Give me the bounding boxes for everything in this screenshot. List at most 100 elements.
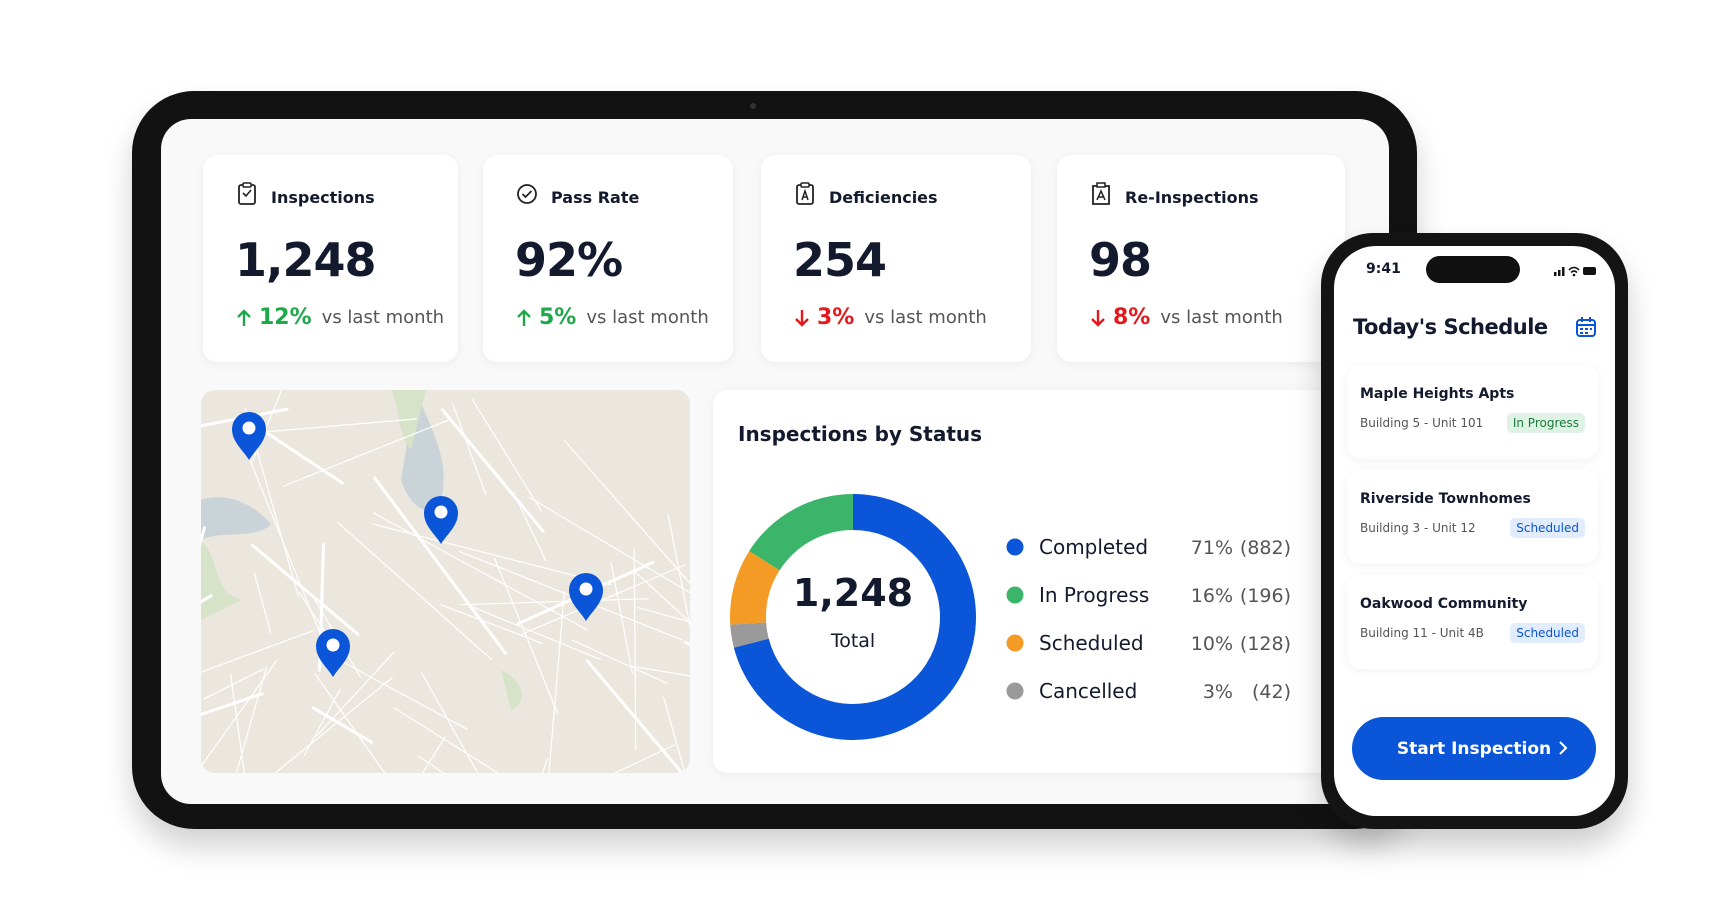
kpi-value: 1,248	[235, 233, 377, 287]
legend-label: Cancelled	[1039, 679, 1137, 703]
schedule-unit: Building 5 - Unit 101	[1360, 416, 1484, 430]
map-road	[253, 572, 272, 634]
schedule-name: Riverside Townhomes	[1360, 491, 1531, 507]
button-chevron	[1559, 741, 1568, 755]
kpi-card: Deficiencies 254 3% vs last month	[761, 155, 1031, 362]
kpi-card: Re-Inspections 98 8% vs last month	[1057, 155, 1345, 362]
map[interactable]	[201, 390, 690, 773]
map-park	[201, 540, 241, 620]
legend-dot	[1006, 682, 1024, 700]
kpi-change: 5%	[539, 305, 577, 330]
map-pin[interactable]	[232, 412, 266, 460]
legend-percent: 3%	[1203, 681, 1233, 703]
map-water	[201, 497, 271, 540]
kpi-label: Deficiencies	[829, 188, 938, 207]
map-road	[393, 707, 500, 773]
schedule-title: Today's Schedule	[1353, 315, 1548, 339]
kpi-icon	[1092, 182, 1110, 205]
donut-chart: Completed 71% (882) In Progress 16% (196) Sche…	[730, 494, 1291, 740]
donut-segment	[730, 551, 780, 625]
kpi-note: vs last month	[586, 307, 709, 328]
schedule-name: Maple Heights Apts	[1360, 386, 1515, 402]
kpi-trend: 12% vs last month	[235, 305, 444, 330]
donut-center-value: 1,248	[793, 571, 913, 615]
map-road	[440, 604, 544, 644]
map-road	[235, 666, 268, 773]
schedule-card[interactable]: Riverside Townhomes Building 3 - Unit 12 S…	[1347, 470, 1598, 564]
status-icons	[1554, 266, 1596, 277]
legend-label: In Progress	[1039, 583, 1149, 607]
status-card: Inspections by Status Completed 71% (882) I…	[713, 390, 1389, 773]
donut-segment	[733, 494, 976, 740]
kpi-trend: 3% vs last month	[793, 305, 987, 330]
dynamic-island	[1426, 256, 1520, 283]
map-canvas	[201, 390, 690, 773]
kpi-icon	[238, 182, 256, 205]
map-road	[460, 598, 649, 606]
schedule-card[interactable]: Oakwood Community Building 11 - Unit 4B Sc…	[1347, 575, 1598, 669]
map-road	[472, 606, 602, 661]
schedule-card[interactable]: Maple Heights Apts Building 5 - Unit 101 I…	[1347, 365, 1598, 459]
map-road	[372, 512, 589, 631]
legend-label: Completed	[1039, 535, 1148, 559]
donut-segment	[730, 622, 769, 648]
donut-center-label: Total	[830, 630, 875, 652]
kpi-card: Inspections 1,248 12% vs last month	[203, 155, 458, 362]
kpi-change: 3%	[817, 305, 855, 330]
legend-percent: 16%	[1191, 585, 1233, 607]
map-road	[315, 652, 395, 737]
kpi-note: vs last month	[1160, 307, 1283, 328]
map-road	[282, 419, 450, 487]
map-road	[314, 672, 386, 773]
map-road	[631, 665, 690, 677]
schedule-unit: Building 3 - Unit 12	[1360, 521, 1476, 535]
map-road	[203, 668, 264, 700]
map-road	[451, 402, 487, 496]
legend-label: Scheduled	[1039, 631, 1144, 655]
map-road	[571, 639, 669, 685]
trend-arrow	[795, 309, 809, 327]
kpi-card: Pass Rate 92% 5% vs last month	[483, 155, 733, 362]
map-road	[421, 672, 479, 773]
status-badge: Scheduled	[1510, 623, 1585, 643]
legend-dot	[1006, 634, 1024, 652]
map-road	[417, 755, 445, 773]
kpi-label: Re-Inspections	[1125, 188, 1259, 207]
map-road	[274, 676, 394, 773]
map-road	[242, 443, 336, 672]
map-road	[632, 569, 690, 623]
kpi-trend: 8% vs last month	[1089, 305, 1283, 330]
map-road	[512, 492, 547, 562]
legend-dot	[1006, 538, 1024, 556]
map-road	[245, 418, 417, 435]
map-pin[interactable]	[569, 573, 603, 621]
trend-arrow	[237, 308, 251, 326]
calendar-button[interactable]	[1575, 316, 1597, 338]
kpi-note: vs last month	[321, 307, 445, 328]
kpi-label: Pass Rate	[551, 188, 640, 207]
status-badge: In Progress	[1506, 413, 1585, 433]
map-pin[interactable]	[424, 496, 458, 544]
map-road	[613, 744, 676, 773]
map-road	[201, 692, 264, 717]
kpi-icon	[796, 182, 814, 205]
map-road	[548, 591, 566, 773]
chart-title: Inspections by Status	[738, 422, 983, 446]
map-road	[441, 408, 545, 533]
map-road	[667, 513, 690, 630]
kpi-change: 8%	[1113, 305, 1151, 330]
kpi-change: 12%	[259, 305, 312, 330]
legend-count: (128)	[1240, 633, 1291, 655]
map-road	[528, 496, 690, 594]
legend-count: (882)	[1240, 537, 1291, 559]
kpi-icon	[517, 184, 537, 204]
phone-screen: 9:41 Today's Schedule Maple Heights Apts…	[1334, 246, 1615, 816]
map-road	[585, 659, 685, 773]
status-badge: Scheduled	[1510, 518, 1585, 538]
map-pin[interactable]	[316, 629, 350, 677]
map-road	[521, 564, 686, 635]
start-inspection-button[interactable]: Start Inspection	[1352, 717, 1596, 780]
donut-segment	[749, 494, 853, 571]
